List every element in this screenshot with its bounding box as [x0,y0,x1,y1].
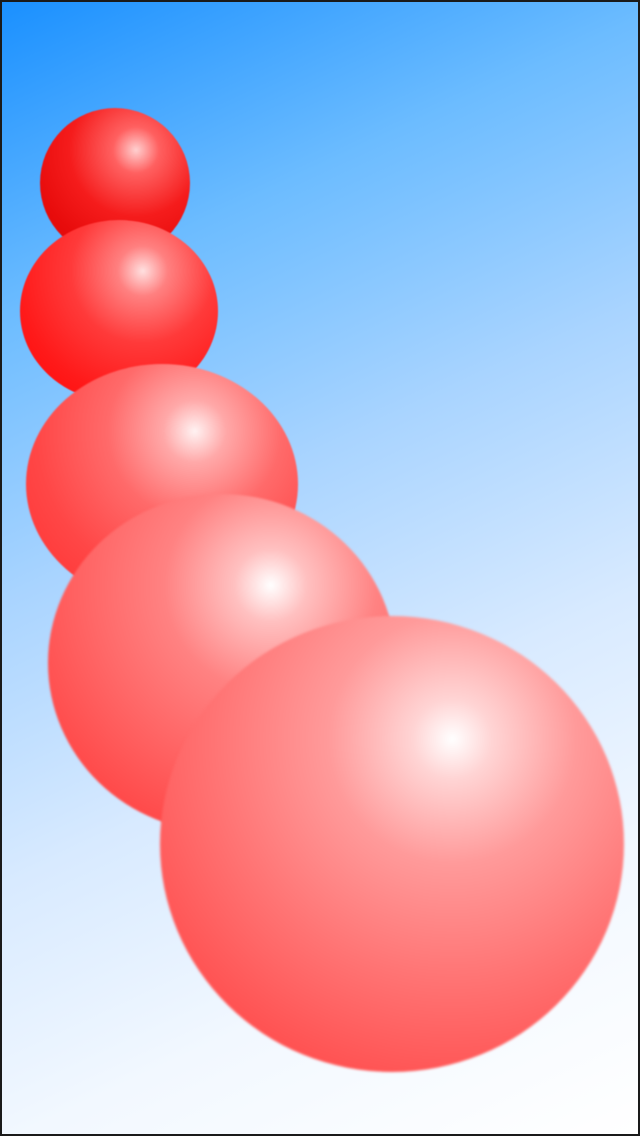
red-ball-5[interactable] [160,616,624,1072]
